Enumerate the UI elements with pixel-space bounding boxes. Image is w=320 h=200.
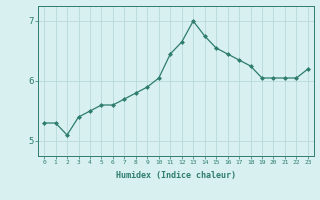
X-axis label: Humidex (Indice chaleur): Humidex (Indice chaleur) xyxy=(116,171,236,180)
